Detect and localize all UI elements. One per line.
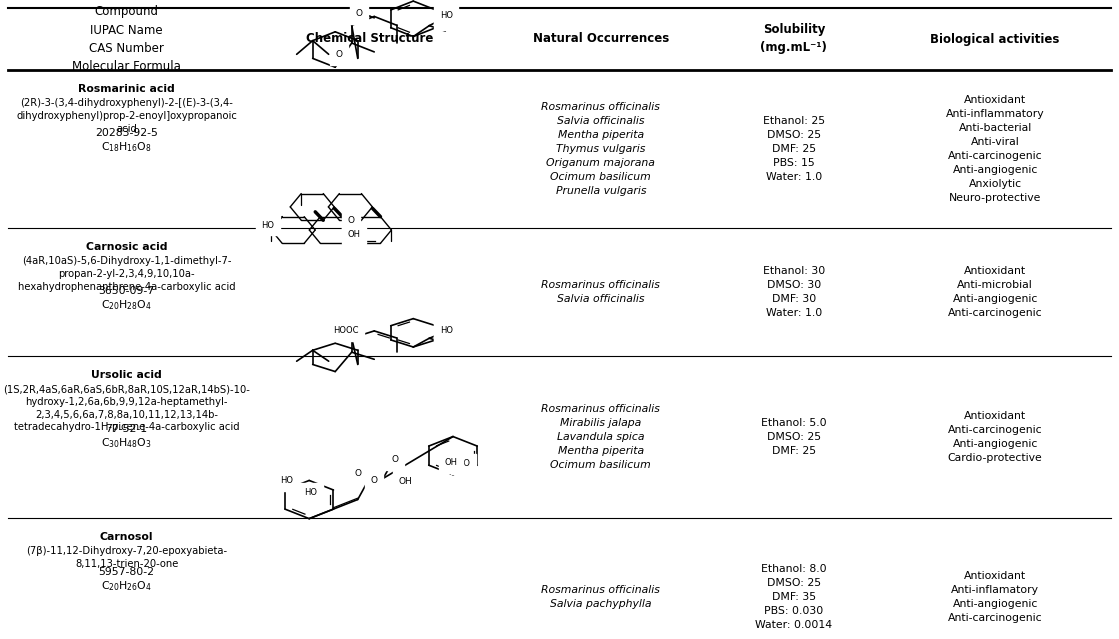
Text: Solubility
(mg.mL⁻¹): Solubility (mg.mL⁻¹) <box>761 24 827 54</box>
Text: Compound
IUPAC Name
CAS Number
Molecular Formula: Compound IUPAC Name CAS Number Molecular… <box>72 6 181 72</box>
Text: 5957-80-2: 5957-80-2 <box>98 567 154 577</box>
Text: O: O <box>336 50 342 59</box>
Text: C$_{18}$H$_{16}$O$_{8}$: C$_{18}$H$_{16}$O$_{8}$ <box>101 141 152 154</box>
Text: OH: OH <box>440 15 453 24</box>
Text: C$_{20}$H$_{28}$O$_{4}$: C$_{20}$H$_{28}$O$_{4}$ <box>101 298 152 312</box>
Text: O: O <box>348 216 355 225</box>
Text: Chemical Structure: Chemical Structure <box>305 33 433 45</box>
Text: Ursolic acid: Ursolic acid <box>91 370 162 380</box>
Text: C$_{30}$H$_{48}$O$_{3}$: C$_{30}$H$_{48}$O$_{3}$ <box>101 436 152 450</box>
Text: OH: OH <box>444 458 458 467</box>
Text: Ethanol: 25
DMSO: 25
DMF: 25
PBS: 15
Water: 1.0: Ethanol: 25 DMSO: 25 DMF: 25 PBS: 15 Wat… <box>763 116 825 182</box>
Text: Ethanol: 5.0
DMSO: 25
DMF: 25: Ethanol: 5.0 DMSO: 25 DMF: 25 <box>761 418 827 456</box>
Text: Carnosic acid: Carnosic acid <box>86 242 168 252</box>
Text: Antioxidant
Anti-inflammatory
Anti-bacterial
Anti-viral
Anti-carcinogenic
Anti-a: Antioxidant Anti-inflammatory Anti-bacte… <box>946 95 1044 203</box>
Text: Rosmarinus officinalis
Salvia pachyphylla: Rosmarinus officinalis Salvia pachyphyll… <box>542 585 660 609</box>
Text: (7β)-11,12-Dihydroxy-7,20-epoxyabieta-
8,11,13-trien-20-one: (7β)-11,12-Dihydroxy-7,20-epoxyabieta- 8… <box>26 546 227 569</box>
Text: HOOC: HOOC <box>332 327 358 335</box>
Text: 20283-92-5: 20283-92-5 <box>95 128 158 139</box>
Text: HO: HO <box>280 476 293 485</box>
Text: OH: OH <box>440 329 453 338</box>
Text: Ethanol: 8.0
DMSO: 25
DMF: 35
PBS: 0.030
Water: 0.0014: Ethanol: 8.0 DMSO: 25 DMF: 35 PBS: 0.030… <box>755 564 833 630</box>
Text: (2R)-3-(3,4-dihydroxyphenyl)-2-[(E)-3-(3,4-
dihydroxyphenyl)prop-2-enoyl]oxyprop: (2R)-3-(3,4-dihydroxyphenyl)-2-[(E)-3-(3… <box>16 98 237 134</box>
Text: 77-52-1: 77-52-1 <box>105 424 148 434</box>
Text: HO: HO <box>304 488 318 497</box>
Text: Carnosol: Carnosol <box>100 532 153 542</box>
Text: OH: OH <box>347 230 360 239</box>
Text: Antioxidant
Anti-inflamatory
Anti-angiogenic
Anti-carcinogenic: Antioxidant Anti-inflamatory Anti-angiog… <box>948 571 1043 623</box>
Text: HO: HO <box>261 220 274 229</box>
Text: O: O <box>392 455 398 464</box>
Text: HO: HO <box>440 326 453 335</box>
Text: Ethanol: 30
DMSO: 30
DMF: 30
Water: 1.0: Ethanol: 30 DMSO: 30 DMF: 30 Water: 1.0 <box>763 266 825 318</box>
Text: (4aR,10aS)-5,6-Dihydroxy-1,1-dimethyl-7-
propan-2-yl-2,3,4,9,10,10a-
hexahydroph: (4aR,10aS)-5,6-Dihydroxy-1,1-dimethyl-7-… <box>18 256 235 291</box>
Text: Rosmarinus officinalis
Salvia officinalis
Mentha piperita
Thymus vulgaris
Origan: Rosmarinus officinalis Salvia officinali… <box>542 102 660 196</box>
Text: HO: HO <box>440 11 453 20</box>
Text: Antioxidant
Anti-carcinogenic
Anti-angiogenic
Cardio-protective: Antioxidant Anti-carcinogenic Anti-angio… <box>948 411 1043 463</box>
Text: OH: OH <box>399 477 413 486</box>
Text: HO: HO <box>457 459 470 468</box>
Text: O: O <box>355 9 363 19</box>
Text: O: O <box>370 475 377 485</box>
Text: Rosmarinic acid: Rosmarinic acid <box>78 84 175 94</box>
Text: Antioxidant
Anti-microbial
Anti-angiogenic
Anti-carcinogenic: Antioxidant Anti-microbial Anti-angiogen… <box>948 266 1043 318</box>
Text: Rosmarinus officinalis
Mirabilis jalapa
Lavandula spica
Mentha piperita
Ocimum b: Rosmarinus officinalis Mirabilis jalapa … <box>542 404 660 470</box>
Text: C$_{20}$H$_{26}$O$_{4}$: C$_{20}$H$_{26}$O$_{4}$ <box>101 579 152 593</box>
Text: Biological activities: Biological activities <box>931 33 1060 45</box>
Text: Natural Occurrences: Natural Occurrences <box>533 33 669 45</box>
Text: Rosmarinus officinalis
Salvia officinalis: Rosmarinus officinalis Salvia officinali… <box>542 280 660 304</box>
Text: (1S,2R,4aS,6aR,6aS,6bR,8aR,10S,12aR,14bS)-10-
hydroxy-1,2,6a,6b,9,9,12a-heptamet: (1S,2R,4aS,6aR,6aS,6bR,8aR,10S,12aR,14bS… <box>3 384 250 433</box>
Text: 3650-09-7: 3650-09-7 <box>98 286 154 296</box>
Text: O: O <box>355 469 361 478</box>
